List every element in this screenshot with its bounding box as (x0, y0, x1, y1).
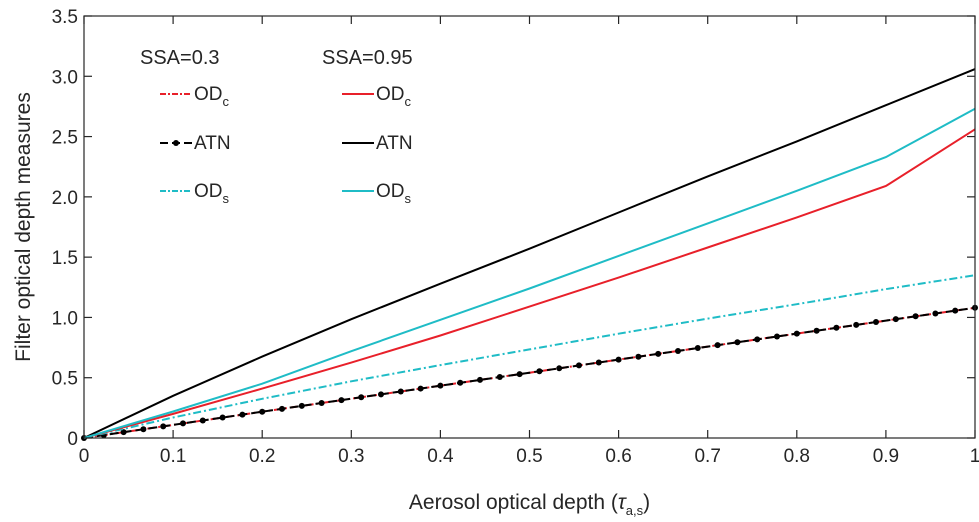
series-line-3 (83, 128, 976, 439)
series-line-4 (83, 68, 976, 439)
legend-entry-label: ODs (376, 181, 412, 206)
series-1-marker (576, 362, 582, 369)
series-1-marker (813, 327, 820, 334)
series-1-marker (358, 394, 365, 401)
series-1-marker (833, 324, 840, 331)
series-1-marker (754, 336, 761, 343)
series-1-marker (912, 313, 919, 320)
y-tick-label: 1.0 (52, 308, 78, 329)
series-1-marker (140, 426, 147, 433)
y-tick-label: 0 (67, 429, 78, 450)
series-1-marker (457, 379, 464, 386)
series-1-marker (635, 353, 642, 360)
series-1-marker (536, 368, 543, 375)
x-axis-title-subscript: a,s (626, 503, 644, 518)
x-tick-label: 0.1 (160, 446, 186, 467)
series-1-marker (734, 339, 741, 346)
series-1-marker (694, 345, 701, 352)
x-tick-label: 0.2 (249, 446, 275, 467)
plot-area (84, 16, 975, 438)
series-1-marker (615, 356, 622, 363)
x-axis-title-symbol: τ (618, 491, 627, 514)
series-1-marker (556, 365, 563, 372)
series-line-2 (83, 274, 976, 439)
axes-layer: 0 0.1 0.2 0.3 0.4 0.5 0.6 0.7 0.8 0.9 1 0 0.5 1.0 1.5 2… (52, 7, 979, 467)
y-tick-label: 0.5 (52, 369, 78, 390)
series-1-marker (279, 405, 285, 412)
series-1-marker (437, 382, 444, 389)
x-axis-title-text: Aerosol optical depth ( (409, 491, 618, 514)
series-line-5 (83, 107, 976, 439)
series-1-marker (516, 371, 523, 378)
series-1-marker (853, 321, 860, 328)
x-tick-label: 0 (79, 446, 90, 467)
series-1-marker (338, 397, 345, 404)
x-axis-title-close: ) (643, 491, 650, 514)
series-1-marker (873, 319, 879, 326)
series-1-marker (160, 423, 167, 430)
series-1-marker (199, 417, 206, 424)
series-1-marker (774, 333, 780, 340)
series-1-marker (655, 350, 662, 357)
series-1-marker (239, 411, 246, 418)
y-tick-label: 2.5 (52, 128, 78, 149)
y-tick-label: 3.0 (52, 67, 78, 88)
x-axis-title: Aerosol optical depth (τa,s) (409, 491, 650, 518)
series-1-marker (496, 373, 503, 380)
series-1-marker (595, 359, 602, 366)
y-tick-label: 1.5 (52, 248, 78, 269)
series-1-marker (892, 316, 899, 323)
series-1-marker (378, 391, 384, 398)
series-1-marker (952, 307, 959, 314)
series-1-marker (417, 385, 424, 392)
x-tick-label: 0.3 (338, 446, 364, 467)
x-tick-label: 0.6 (605, 446, 631, 467)
legend-entry-label: ODc (194, 84, 230, 109)
series-1-marker (180, 420, 186, 427)
series-layer (81, 68, 978, 441)
x-tick-label: 1 (970, 446, 979, 467)
series-1-marker (714, 342, 721, 349)
series-1-marker (318, 400, 325, 407)
x-tick-label: 0.8 (784, 446, 810, 467)
y-axis-title: Filter optical depth measures (12, 92, 35, 362)
y-tick-label: 3.5 (52, 7, 78, 28)
legend-entry-label: ODc (376, 84, 412, 109)
legend-group-title: SSA=0.95 (322, 47, 413, 69)
series-line-1 (83, 306, 976, 439)
series-1-marker (298, 402, 305, 409)
x-tick-label: 0.4 (427, 446, 454, 467)
series-1-marker (932, 310, 939, 317)
series-1-marker (219, 414, 226, 421)
x-tick-label: 0.9 (873, 446, 899, 467)
legend-entry-label: ATN (194, 133, 231, 154)
series-1-marker (397, 388, 404, 395)
series-1-marker (477, 376, 483, 383)
legend-entry-label: ODs (194, 181, 230, 206)
series-1-marker (120, 429, 127, 436)
legend-entry-label: ATN (376, 133, 413, 154)
series-1-marker (793, 330, 800, 337)
legend-group-title: SSA=0.3 (140, 47, 220, 69)
legend-swatch-marker (173, 140, 179, 146)
x-tick-label: 0.7 (694, 446, 720, 467)
y-tick-label: 2.0 (52, 188, 78, 209)
legend: SSA=0.3 ODc ATN ODs SSA=0.95 ODc ATN ODs (140, 47, 413, 206)
x-tick-label: 0.5 (516, 446, 542, 467)
series-1-marker (259, 408, 266, 415)
series-1-marker (675, 347, 681, 354)
